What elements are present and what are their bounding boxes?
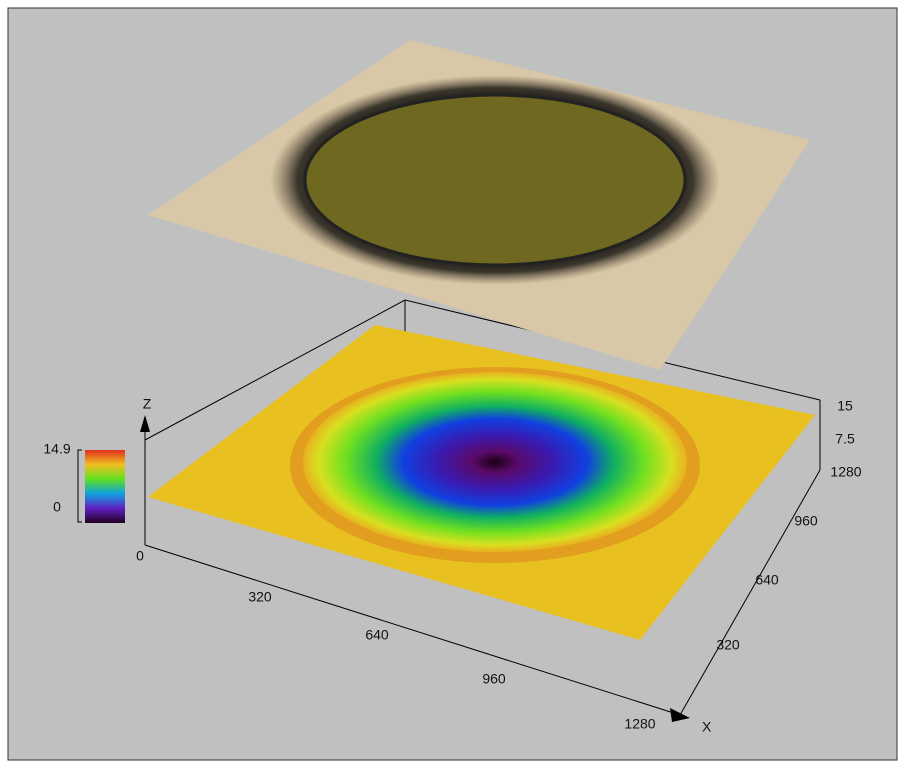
colorbar-max-label: 14.9	[43, 441, 70, 457]
z-axis-label: Z	[143, 396, 152, 412]
y-tick-label: 640	[755, 572, 779, 588]
y-tick-label: 960	[794, 513, 818, 529]
x-axis	[144, 544, 681, 716]
z-arrow	[140, 415, 150, 432]
crater-image	[303, 93, 687, 267]
z-tick-label: 15	[837, 398, 853, 414]
y-tick-label: 1280	[830, 464, 861, 480]
colorbar-bracket	[77, 449, 82, 523]
y-tick-label: 320	[716, 637, 740, 653]
x-tick-label: 640	[365, 627, 389, 643]
y-axis	[679, 469, 821, 716]
z-tick-label: 7.5	[835, 431, 855, 447]
crater	[303, 372, 687, 552]
x-tick-label: 1280	[624, 716, 655, 732]
colorbar	[85, 450, 125, 523]
origin-label: 0	[136, 548, 144, 564]
x-tick-label: 320	[248, 589, 272, 605]
x-axis-label: X	[702, 719, 712, 735]
x-tick-label: 960	[482, 671, 506, 687]
colorbar-min-label: 0	[53, 499, 61, 515]
